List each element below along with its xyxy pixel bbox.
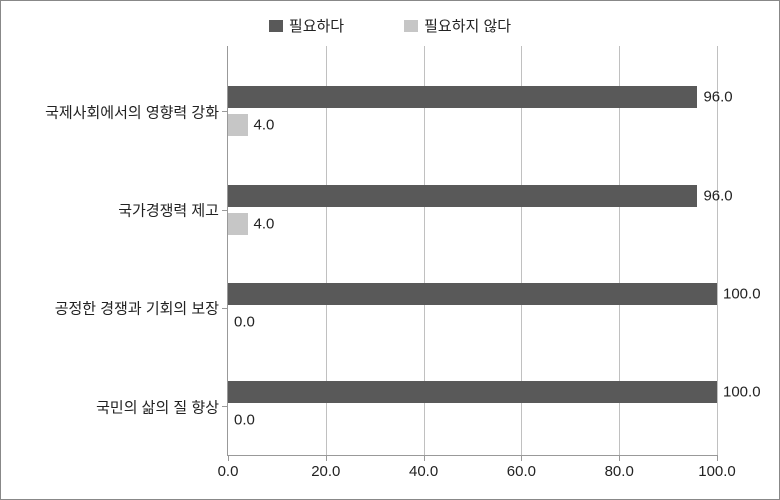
chart-legend: 필요하다 필요하지 않다 bbox=[17, 15, 763, 36]
x-tickmark bbox=[228, 455, 229, 461]
bar-value-label: 4.0 bbox=[254, 117, 275, 134]
legend-label-0: 필요하다 bbox=[289, 15, 344, 36]
bar-value-label: 96.0 bbox=[703, 89, 732, 106]
x-tickmark bbox=[619, 455, 620, 461]
bar-group: 100.00.0 bbox=[228, 381, 717, 431]
x-tick-label: 40.0 bbox=[409, 463, 438, 480]
bar-group: 100.00.0 bbox=[228, 283, 717, 333]
legend-label-1: 필요하지 않다 bbox=[424, 15, 511, 36]
category-label: 국제사회에서의 영향력 강화 bbox=[45, 101, 219, 122]
category-label: 공정한 경쟁과 기회의 보장 bbox=[55, 298, 219, 319]
bar-series-1 bbox=[228, 114, 248, 136]
legend-item-1: 필요하지 않다 bbox=[404, 15, 511, 36]
bar-series-0 bbox=[228, 185, 697, 207]
bar-group: 96.04.0 bbox=[228, 185, 717, 235]
category-label: 국민의 삶의 질 향상 bbox=[96, 396, 219, 417]
plot-area: 96.04.096.04.0100.00.0100.00.0 0.020.040… bbox=[227, 46, 717, 456]
bar-value-label: 96.0 bbox=[703, 187, 732, 204]
legend-swatch-0 bbox=[269, 20, 283, 32]
x-tick-label: 80.0 bbox=[605, 463, 634, 480]
bar-series-1 bbox=[228, 213, 248, 235]
bar-group: 96.04.0 bbox=[228, 86, 717, 136]
category-label: 국가경쟁력 제고 bbox=[118, 200, 219, 221]
bar-value-label: 0.0 bbox=[234, 411, 255, 428]
x-tick-label: 100.0 bbox=[698, 463, 736, 480]
bar-value-label: 100.0 bbox=[723, 383, 761, 400]
x-tick-label: 20.0 bbox=[311, 463, 340, 480]
legend-swatch-1 bbox=[404, 20, 418, 32]
bar-series-0 bbox=[228, 86, 697, 108]
x-tickmark bbox=[521, 455, 522, 461]
chart-container: 필요하다 필요하지 않다 국제사회에서의 영향력 강화국가경쟁력 제고공정한 경… bbox=[0, 0, 780, 500]
x-tickmark bbox=[424, 455, 425, 461]
x-tickmark bbox=[326, 455, 327, 461]
y-axis-labels: 국제사회에서의 영향력 강화국가경쟁력 제고공정한 경쟁과 기회의 보장국민의 … bbox=[17, 46, 227, 456]
x-tick-label: 60.0 bbox=[507, 463, 536, 480]
bar-series-0 bbox=[228, 381, 717, 403]
bar-value-label: 100.0 bbox=[723, 285, 761, 302]
bar-series-0 bbox=[228, 283, 717, 305]
bar-value-label: 4.0 bbox=[254, 215, 275, 232]
x-tick-label: 0.0 bbox=[218, 463, 239, 480]
legend-item-0: 필요하다 bbox=[269, 15, 344, 36]
plot-outer: 국제사회에서의 영향력 강화국가경쟁력 제고공정한 경쟁과 기회의 보장국민의 … bbox=[17, 46, 763, 456]
gridline bbox=[717, 46, 718, 455]
bar-value-label: 0.0 bbox=[234, 313, 255, 330]
x-tickmark bbox=[717, 455, 718, 461]
